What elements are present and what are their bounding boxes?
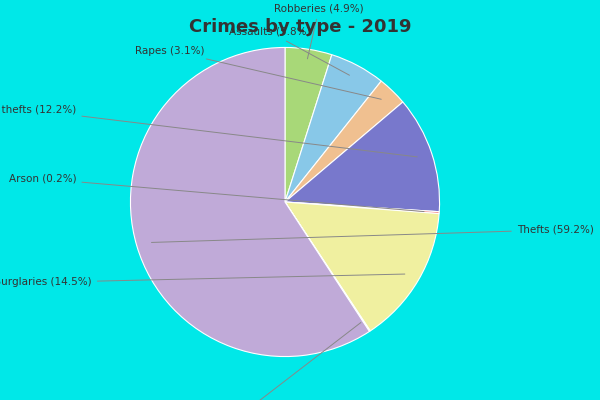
Text: Assaults (5.8%): Assaults (5.8%) xyxy=(229,27,349,75)
Text: Burglaries (14.5%): Burglaries (14.5%) xyxy=(0,274,405,287)
Text: Murders (0.1%): Murders (0.1%) xyxy=(206,322,361,400)
Wedge shape xyxy=(285,55,381,202)
Wedge shape xyxy=(285,202,370,332)
Text: Crimes by type - 2019: Crimes by type - 2019 xyxy=(189,18,411,36)
Wedge shape xyxy=(130,48,370,356)
Text: Thefts (59.2%): Thefts (59.2%) xyxy=(151,225,593,242)
Text: Robberies (4.9%): Robberies (4.9%) xyxy=(274,4,364,59)
Wedge shape xyxy=(285,102,440,212)
Wedge shape xyxy=(285,48,332,202)
Wedge shape xyxy=(285,202,439,331)
Wedge shape xyxy=(285,202,439,214)
Wedge shape xyxy=(285,81,403,202)
Text: Arson (0.2%): Arson (0.2%) xyxy=(9,174,424,212)
Text: Rapes (3.1%): Rapes (3.1%) xyxy=(135,46,381,99)
Text: Auto thefts (12.2%): Auto thefts (12.2%) xyxy=(0,104,417,157)
